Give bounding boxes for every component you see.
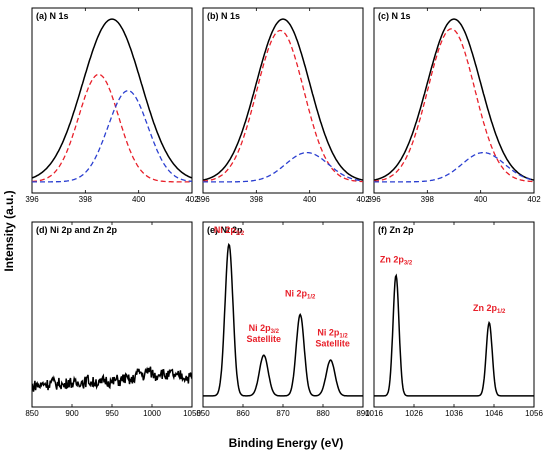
panel-c: (c) N 1s 396 398 400 402 [367, 7, 541, 204]
x-tick-label: 950 [105, 409, 119, 418]
panel-frame [202, 7, 364, 194]
panel-d: (d) Ni 2p and Zn 2p 850 900 950 1000 1050 [25, 221, 201, 418]
x-tick-label: 402 [185, 195, 199, 204]
svg-text:Satellite: Satellite [315, 339, 350, 349]
series-envelope [203, 18, 363, 181]
panel-b: (b) N 1s 396 398 400 402 [196, 7, 370, 204]
x-axis-label: Binding Energy (eV) [229, 436, 344, 450]
svg-text:Zn 2p3/2: Zn 2p3/2 [380, 254, 413, 266]
peak-annotation: Zn 2p1/2 [473, 303, 506, 315]
svg-text:Ni 2p1/2: Ni 2p1/2 [285, 289, 316, 301]
series-component1 [374, 28, 534, 183]
panel-title: (f) Zn 2p [378, 225, 414, 235]
peak-annotation: Ni 2p3/2 [214, 225, 245, 237]
x-tick-label: 870 [276, 409, 290, 418]
x-tick-label: 398 [250, 195, 264, 204]
panel-title: (b) N 1s [207, 11, 240, 21]
series-envelope [374, 273, 534, 397]
series-envelope [374, 18, 534, 181]
panel-title: (c) N 1s [378, 11, 411, 21]
svg-text:Ni 2p3/2: Ni 2p3/2 [249, 323, 280, 335]
x-tick-label: 402 [527, 195, 541, 204]
panel-title: (e) Ni 2p [207, 225, 243, 235]
svg-text:Satellite: Satellite [247, 334, 282, 344]
x-tick-label: 850 [196, 409, 210, 418]
x-tick-label: 396 [25, 195, 39, 204]
svg-text:Ni 2p3/2: Ni 2p3/2 [214, 225, 245, 237]
series-component1 [203, 29, 363, 183]
panel-a: (a) N 1s 396 398 400 402 [25, 7, 199, 204]
x-tick-label: 900 [65, 409, 79, 418]
x-tick-label: 398 [79, 195, 93, 204]
x-tick-label: 1026 [405, 409, 423, 418]
panel-frame [202, 221, 364, 408]
x-tick-label: 402 [356, 195, 370, 204]
x-tick-label: 1050 [183, 409, 201, 418]
peak-annotation: Ni 2p1/2 [285, 289, 316, 301]
series-component2 [374, 151, 534, 183]
x-tick-label: 1036 [445, 409, 463, 418]
series-envelope [32, 366, 192, 392]
x-tick-label: 396 [367, 195, 381, 204]
peak-annotation: Zn 2p3/2 [380, 254, 413, 266]
x-tick-label: 398 [421, 195, 435, 204]
x-tick-label: 400 [132, 195, 146, 204]
series-component1 [32, 73, 192, 183]
x-tick-label: 1056 [525, 409, 543, 418]
panel-title: (a) N 1s [36, 11, 69, 21]
y-axis-label: Intensity (a.u.) [2, 190, 16, 271]
svg-text:Zn 2p1/2: Zn 2p1/2 [473, 303, 506, 315]
x-tick-label: 880 [316, 409, 330, 418]
x-tick-label: 1000 [143, 409, 161, 418]
panel-title: (d) Ni 2p and Zn 2p [36, 225, 117, 235]
panel-frame [373, 7, 535, 194]
panel-frame [31, 7, 193, 194]
series-envelope [32, 18, 192, 179]
series-component2 [32, 90, 192, 183]
x-tick-label: 400 [474, 195, 488, 204]
series-envelope [203, 242, 363, 397]
x-tick-label: 860 [236, 409, 250, 418]
x-tick-label: 1046 [485, 409, 503, 418]
x-tick-label: 1016 [365, 409, 383, 418]
svg-text:Ni 2p1/2: Ni 2p1/2 [317, 328, 348, 340]
panels: (a) N 1s 396 398 400 402 (b) N 1s 396 398 400 402… [25, 7, 543, 418]
x-tick-label: 396 [196, 195, 210, 204]
x-tick-label: 890 [356, 409, 370, 418]
x-tick-label: 400 [303, 195, 317, 204]
x-tick-label: 850 [25, 409, 39, 418]
series-component2 [203, 151, 363, 183]
panel-f: (f) Zn 2p 1016 1026 1036 1046 1056 Zn 2p3/2 Zn … [365, 221, 543, 418]
